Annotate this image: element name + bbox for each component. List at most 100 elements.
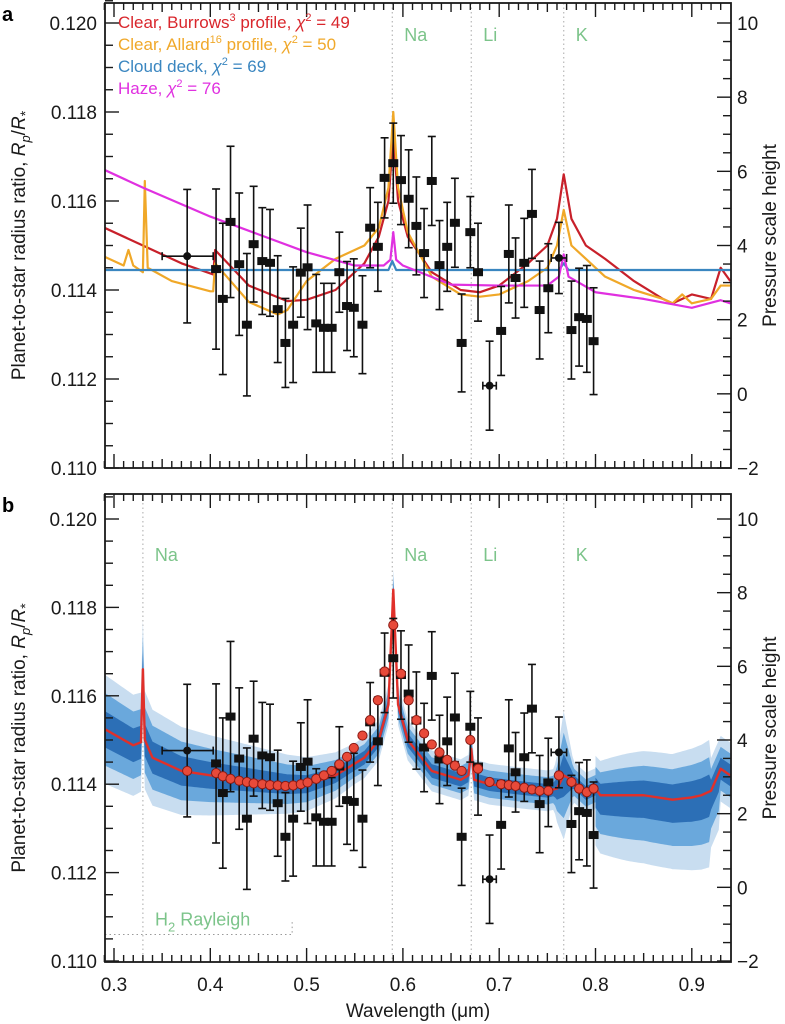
data-point <box>510 768 521 777</box>
data-point <box>465 228 476 237</box>
y-axis-title-part: p <box>18 135 33 143</box>
data-point <box>248 734 259 743</box>
data-point <box>588 831 599 840</box>
data-point <box>456 338 467 347</box>
element-label-k: K <box>576 545 588 565</box>
legend-part: = 69 <box>228 57 266 76</box>
binned-model-point <box>588 783 599 794</box>
y-axis-title-part: Planet-to-star radius ratio, <box>9 156 30 380</box>
panel-letter-b: b <box>2 495 14 517</box>
y-right-axis-title: Pressure scale height <box>760 143 781 326</box>
data-point <box>465 722 476 731</box>
binned-model-point <box>543 785 554 796</box>
data-point <box>456 832 467 841</box>
binned-model-point <box>248 778 259 789</box>
data-point-circle <box>554 253 563 262</box>
data-point <box>311 319 322 328</box>
y-axis-title-part: * <box>17 603 33 609</box>
y-right-tick-label: 8 <box>737 88 748 109</box>
data-point <box>503 249 514 258</box>
plot-frame <box>104 2 732 469</box>
data-point <box>581 314 592 323</box>
y-tick-label: 0.110 <box>51 952 97 973</box>
legend-part: Cloud deck, <box>118 57 213 76</box>
legend-part: χ <box>211 57 223 76</box>
data-point <box>566 819 577 828</box>
data-point <box>379 173 390 182</box>
data-point <box>449 218 460 227</box>
data-point <box>519 258 530 267</box>
data-point <box>372 737 383 746</box>
y-axis-title-part: p <box>18 628 33 636</box>
y-right-tick-label: 10 <box>737 14 758 35</box>
y-tick-label: 0.116 <box>51 192 97 213</box>
binned-model-point <box>326 765 337 777</box>
y-right-tick-label: 4 <box>737 731 748 752</box>
data-point <box>442 242 453 251</box>
legend-part: 2 <box>305 12 311 24</box>
y-axis-title: Planet-to-star radius ratio, Rp/R* <box>9 110 33 380</box>
data-point <box>519 753 530 762</box>
data-point <box>318 323 329 332</box>
legend-part: 3 <box>229 12 235 24</box>
data-point <box>334 268 345 277</box>
data-point <box>419 249 430 258</box>
binned-model-point <box>365 715 376 726</box>
y-tick-label: 0.114 <box>51 775 98 796</box>
y-tick-label: 0.120 <box>49 14 97 35</box>
y-right-tick-label: 6 <box>737 162 748 183</box>
binned-model-point <box>449 760 461 771</box>
legend-part: 2 <box>176 78 182 90</box>
data-point <box>342 796 353 805</box>
element-label-li: Li <box>483 25 497 45</box>
element-label-na: Na <box>404 545 428 565</box>
x-tick-label: 0.9 <box>679 975 705 996</box>
data-point <box>211 265 222 274</box>
binned-model-point <box>182 765 193 777</box>
data-point <box>496 820 507 829</box>
data-point <box>419 743 430 752</box>
data-point <box>288 814 299 823</box>
y-tick-label: 0.120 <box>49 510 97 531</box>
data-point <box>534 800 545 809</box>
data-point <box>449 713 460 722</box>
data-point <box>348 797 359 806</box>
data-point <box>302 757 313 766</box>
binned-model-point <box>348 742 359 754</box>
data-point <box>534 306 545 315</box>
data-point <box>217 789 228 798</box>
legend-part: = 50 <box>298 35 336 54</box>
y-tick-label: 0.112 <box>51 370 97 391</box>
data-point <box>241 814 252 823</box>
plot-area <box>105 3 731 468</box>
binned-model-point <box>426 739 437 750</box>
data-point <box>426 671 437 680</box>
y-right-axis-title: Pressure scale height <box>760 636 781 819</box>
x-axis-title: Wavelength (μm) <box>346 1001 490 1022</box>
binned-model-point <box>484 776 495 788</box>
binned-model-point <box>395 668 407 679</box>
y-right-tick-label: 6 <box>737 657 748 678</box>
y-right-tick-label: 0 <box>737 878 748 899</box>
x-tick-label: 0.5 <box>293 975 319 996</box>
data-point <box>426 176 437 185</box>
data-point <box>503 744 514 753</box>
data-point <box>318 817 329 826</box>
data-point <box>442 737 453 746</box>
data-point <box>403 689 414 698</box>
binned-model-point <box>553 770 565 781</box>
panel-b: Na Na Li KH2 Rayleigh0.1100.1120.1140.1160.… <box>2 493 781 1022</box>
x-tick-label: 0.8 <box>582 975 608 996</box>
data-point <box>574 807 585 816</box>
data-point <box>388 654 399 663</box>
binned-model-point <box>388 619 399 631</box>
element-label-na: Na <box>155 545 179 565</box>
data-point <box>288 320 299 329</box>
binned-model-point <box>456 765 467 777</box>
element-label-na: Na <box>404 25 428 45</box>
data-point-circle <box>485 875 494 884</box>
data-point <box>326 817 337 826</box>
data-point <box>217 294 228 303</box>
binned-model-point <box>411 715 422 726</box>
binned-model-point <box>372 695 383 706</box>
